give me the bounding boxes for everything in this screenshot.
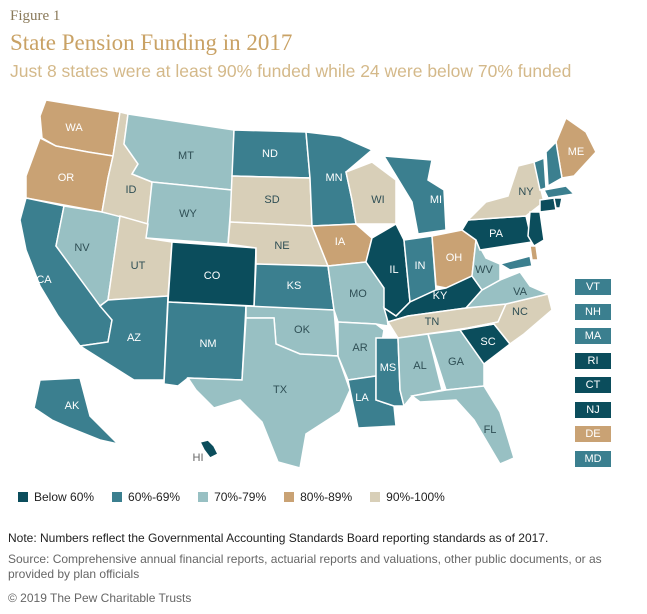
state-label-fl: FL xyxy=(484,424,497,436)
copyright-text: © 2019 The Pew Charitable Trusts xyxy=(8,591,192,605)
state-label-mo: MO xyxy=(349,288,367,300)
state-label-wi: WI xyxy=(371,194,384,206)
legend-label: 80%-89% xyxy=(300,490,353,504)
state-label-wv: WV xyxy=(475,264,493,276)
state-label-wy: WY xyxy=(179,208,197,220)
legend-item-70-79: 70%-79% xyxy=(198,490,266,504)
state-ak xyxy=(33,377,121,446)
legend-swatch xyxy=(18,492,28,502)
state-label-ak: AK xyxy=(65,400,80,412)
small-state-box-nh: NH xyxy=(575,303,611,320)
state-label-ky: KY xyxy=(433,290,448,302)
state-label-me: ME xyxy=(568,146,585,158)
small-state-box-nj: NJ xyxy=(575,401,611,418)
state-vt xyxy=(533,156,547,191)
state-md xyxy=(498,255,533,271)
state-label-nm: NM xyxy=(199,338,216,350)
state-ct xyxy=(539,197,557,213)
state-label-az: AZ xyxy=(127,332,141,344)
legend: Below 60% 60%-69% 70%-79% 80%-89% 90%-100% xyxy=(18,490,445,504)
state-label-sc: SC xyxy=(480,336,495,348)
state-label-il: IL xyxy=(389,264,398,276)
state-label-pa: PA xyxy=(489,228,504,240)
state-label-ks: KS xyxy=(287,280,302,292)
legend-item-90-100: 90%-100% xyxy=(370,490,445,504)
state-label-va: VA xyxy=(513,286,528,298)
state-label-nc: NC xyxy=(512,306,528,318)
state-label-ne: NE xyxy=(274,240,289,252)
state-label-ms: MS xyxy=(380,362,397,374)
legend-label: Below 60% xyxy=(34,490,95,504)
state-label-ia: IA xyxy=(335,236,346,248)
us-map: WA OR CA NV ID MT WY UT AZ CO NM ND SD NE KS OK TX MN IA MO… xyxy=(19,99,597,469)
chart-subtitle: Just 8 states were at least 90% funded w… xyxy=(10,61,572,81)
state-label-oh: OH xyxy=(446,252,463,264)
state-label-tx: TX xyxy=(273,384,288,396)
state-fl xyxy=(410,385,515,465)
legend-swatch xyxy=(284,492,295,502)
state-label-hi: HI xyxy=(193,452,204,464)
legend-item-60-69: 60%-69% xyxy=(112,490,180,504)
small-state-box-md: MD xyxy=(575,450,611,467)
state-hi xyxy=(198,439,220,459)
small-state-box-de: DE xyxy=(575,426,611,442)
state-label-in: IN xyxy=(415,260,426,272)
state-label-tn: TN xyxy=(425,316,440,328)
state-label-co: CO xyxy=(204,270,221,282)
state-label-la: LA xyxy=(355,392,369,404)
state-mi xyxy=(382,155,447,235)
state-tx xyxy=(186,317,351,469)
state-ny xyxy=(466,161,545,221)
small-state-box-ct: CT xyxy=(575,377,611,393)
state-ri xyxy=(553,197,563,209)
state-label-nv: NV xyxy=(74,242,90,254)
source-text: Source: Comprehensive annual financial r… xyxy=(8,552,602,581)
state-label-ny: NY xyxy=(518,186,534,198)
small-state-box-vt: VT xyxy=(575,279,611,295)
state-label-ca: CA xyxy=(36,274,52,286)
small-state-box-ma: MA xyxy=(575,328,611,344)
state-nj xyxy=(527,211,545,248)
legend-label: 70%-79% xyxy=(214,490,267,504)
figure-label: Figure 1 xyxy=(10,8,61,24)
legend-swatch xyxy=(198,492,209,502)
legend-label: 60%-69% xyxy=(128,490,181,504)
note-text: Note: Numbers reflect the Governmental A… xyxy=(8,531,549,545)
state-label-nd: ND xyxy=(262,148,278,160)
state-label-ga: GA xyxy=(448,356,465,368)
state-label-wa: WA xyxy=(65,122,83,134)
state-nc xyxy=(467,293,553,346)
state-label-id: ID xyxy=(126,184,137,196)
small-state-box-ri: RI xyxy=(575,352,611,369)
state-label-ok: OK xyxy=(294,324,311,336)
state-label-ut: UT xyxy=(131,260,146,272)
chart-title: State Pension Funding in 2017 xyxy=(10,30,293,55)
state-label-sd: SD xyxy=(264,194,279,206)
state-label-ar: AR xyxy=(352,342,367,354)
state-de xyxy=(529,245,539,261)
state-ma xyxy=(542,185,576,199)
legend-item-80-89: 80%-89% xyxy=(284,490,352,504)
state-label-al: AL xyxy=(413,360,426,372)
state-label-mi: MI xyxy=(430,194,442,206)
legend-label: 90%-100% xyxy=(386,490,445,504)
state-label-mt: MT xyxy=(178,150,194,162)
state-nh xyxy=(545,140,563,188)
legend-swatch xyxy=(370,492,381,502)
state-label-mn: MN xyxy=(325,172,342,184)
state-label-or: OR xyxy=(58,172,75,184)
legend-item-below60: Below 60% xyxy=(18,490,94,504)
legend-swatch xyxy=(112,492,123,502)
